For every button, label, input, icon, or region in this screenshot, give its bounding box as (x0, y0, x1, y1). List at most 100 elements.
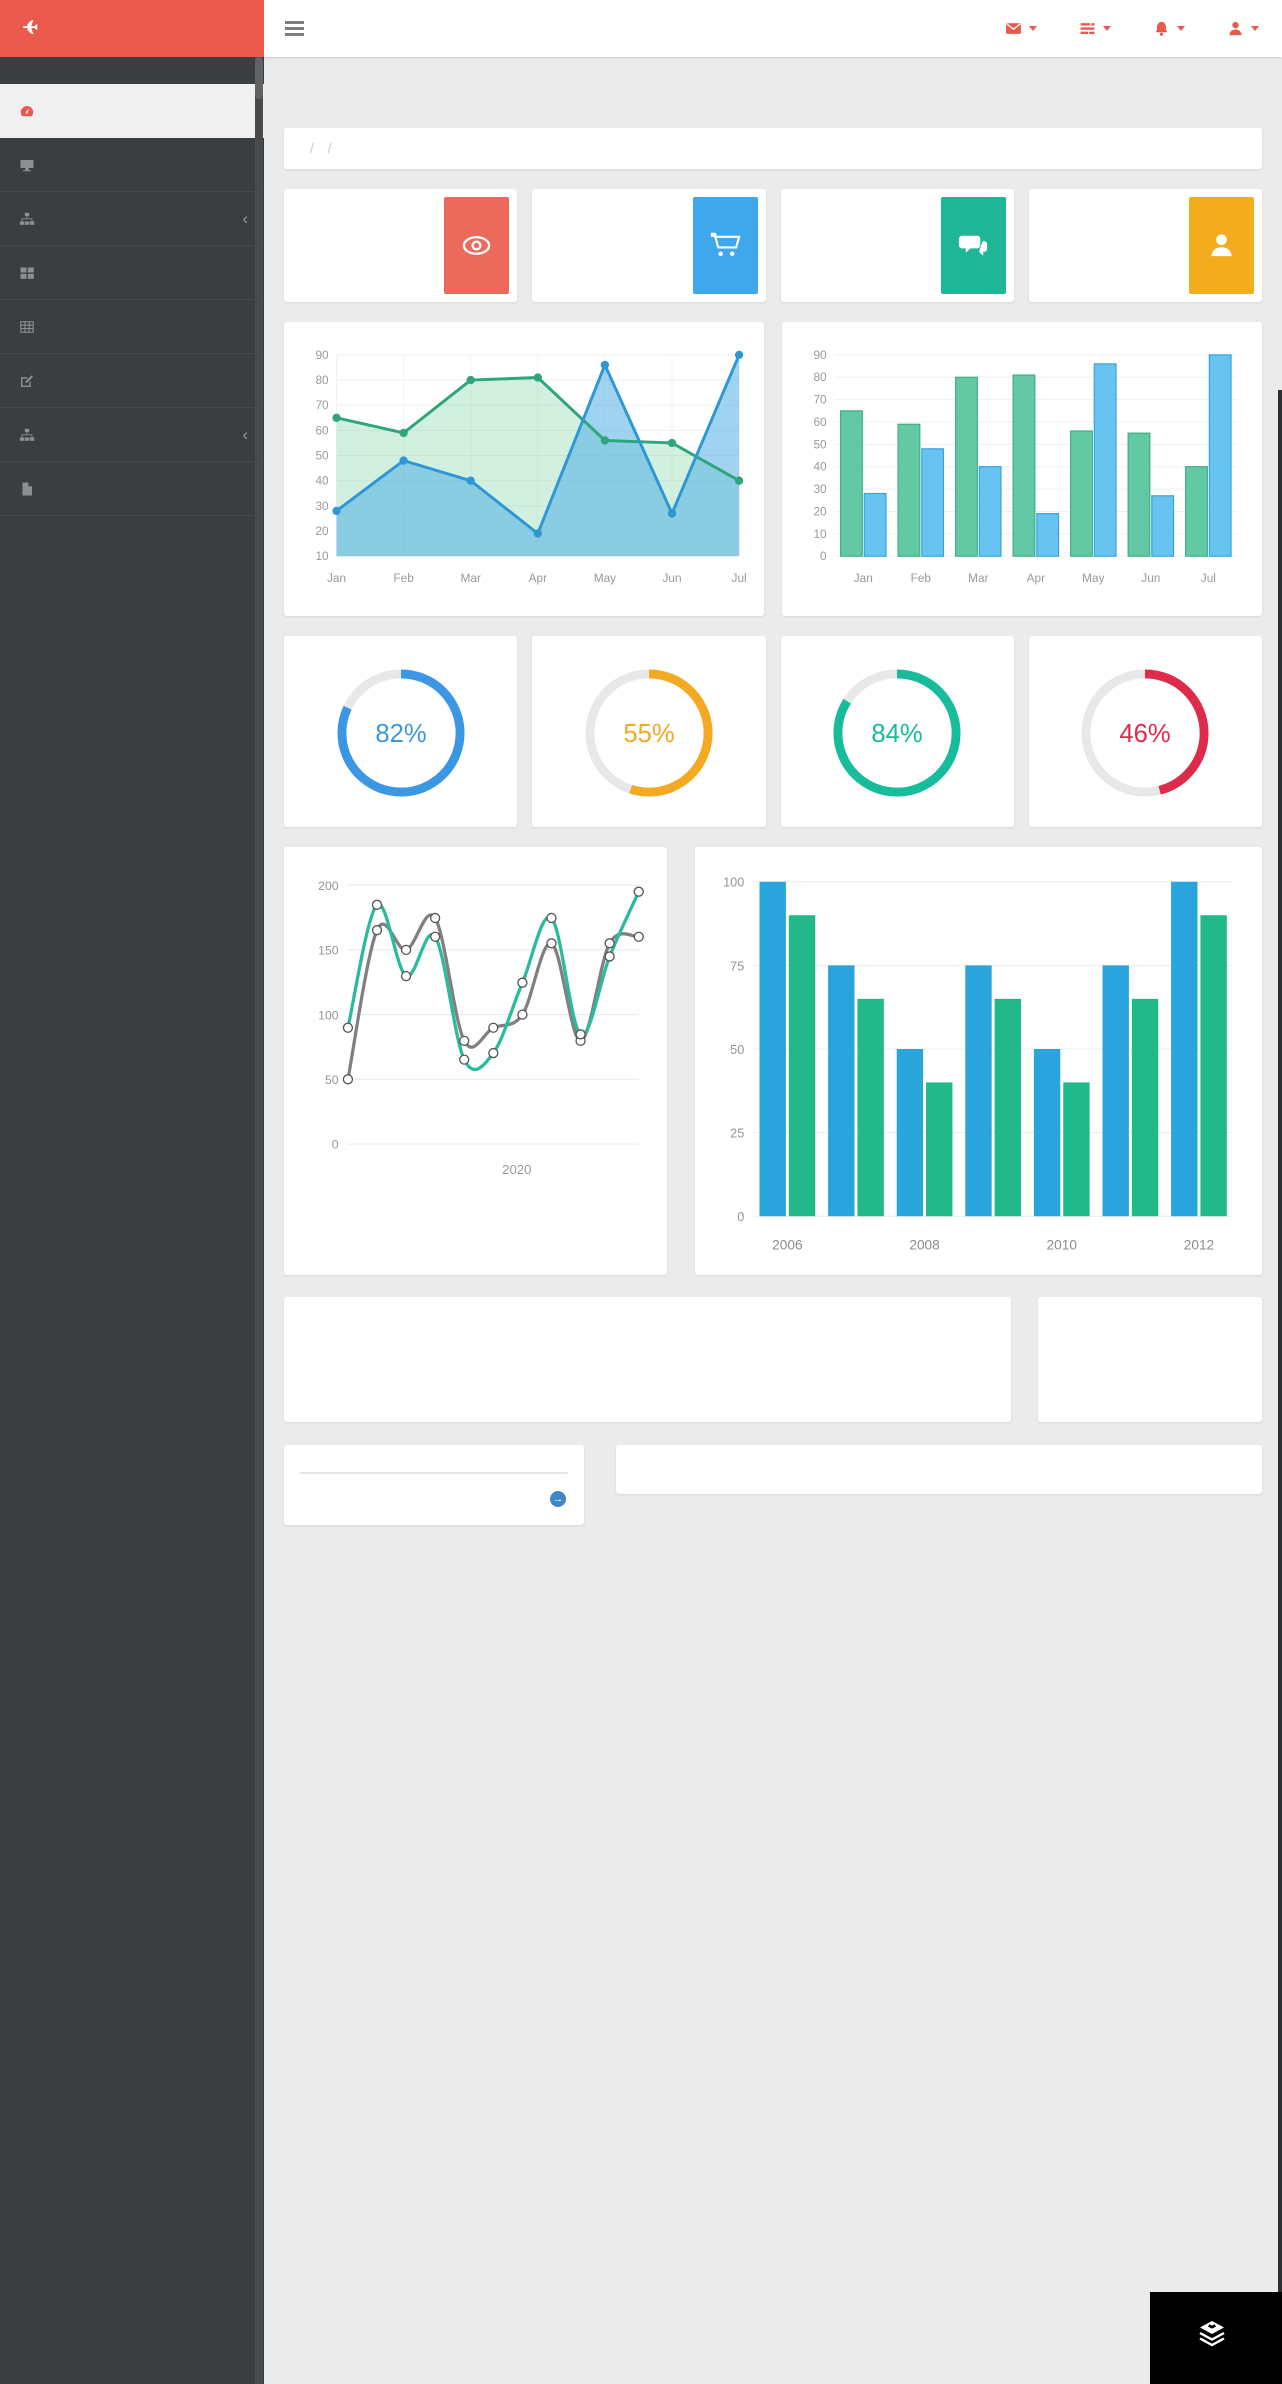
sidebar-scrollbar[interactable] (255, 57, 263, 2384)
watermark-badge[interactable] (1150, 2292, 1282, 2384)
svg-text:82%: 82% (375, 719, 426, 747)
svg-text:70: 70 (315, 398, 329, 412)
svg-text:75: 75 (730, 958, 744, 973)
sidebar-item-charts[interactable]: ‹ (0, 192, 264, 246)
envelope-icon (1005, 20, 1022, 37)
svg-text:46%: 46% (1120, 719, 1171, 747)
svg-text:Jul: Jul (1201, 571, 1216, 585)
svg-text:20: 20 (813, 504, 827, 518)
svg-text:2012: 2012 (1184, 1237, 1214, 1252)
svg-text:100: 100 (723, 874, 744, 889)
svg-text:50: 50 (325, 1073, 339, 1087)
stat-text (799, 242, 941, 249)
line-chart-card: 10 20 30 40 50 60 70 80 90 Jan Feb Mar Apr May Jun Jul (284, 322, 764, 616)
svg-text:2010: 2010 (1047, 1237, 1078, 1252)
top-bar (264, 0, 1282, 57)
svg-text:Jan: Jan (854, 571, 873, 585)
svg-text:Jun: Jun (1141, 571, 1160, 585)
bottom-row: → (284, 1444, 1262, 1525)
page-heading (284, 71, 1262, 109)
svg-text:30: 30 (315, 499, 329, 513)
caret-down-icon (1251, 26, 1259, 31)
tasks-menu[interactable] (1066, 20, 1124, 37)
svg-text:70: 70 (813, 393, 827, 407)
dashboard-icon (19, 103, 35, 119)
svg-text:Apr: Apr (1027, 571, 1045, 585)
footer (284, 1552, 1262, 1572)
sidebar-item-empty-page[interactable] (0, 462, 264, 516)
svg-text:Jul: Jul (732, 571, 747, 585)
sidebar-menu: ‹ ‹ (0, 57, 264, 516)
sitemap-icon (19, 427, 35, 443)
main-content: // 10 20 30 40 50 60 70 80 90 Jan Feb Mar Apr May Jun J… (264, 57, 1282, 1572)
stat-card-sales (532, 189, 766, 302)
progress-card-no-of-visits: 46% (1028, 635, 1262, 827)
sidebar-item-multi-level-dropdown[interactable]: ‹ (0, 408, 264, 462)
svg-text:0: 0 (820, 549, 827, 563)
arrow-circle-right-icon: → (550, 1490, 566, 1507)
stat-card-daily-profits (1028, 189, 1262, 302)
svg-text:2008: 2008 (909, 1237, 940, 1252)
sidebar-item-ui-elements[interactable] (0, 138, 264, 192)
chevron-left-icon: ‹ (242, 209, 248, 228)
progress-card-sales: 55% (532, 635, 766, 827)
tasks-list (300, 1471, 568, 1474)
svg-text:60: 60 (813, 415, 827, 429)
hamburger-menu-icon[interactable] (285, 21, 304, 39)
stats-row (284, 189, 1262, 302)
svg-text:90: 90 (315, 348, 329, 362)
stat-card-daily-visits (284, 189, 518, 302)
stat-card-comments (780, 189, 1014, 302)
donut-chart-card (1038, 1296, 1262, 1422)
tasks-icon (1079, 20, 1096, 37)
svg-text:10: 10 (315, 549, 329, 563)
svg-text:Mar: Mar (461, 571, 481, 585)
svg-text:0: 0 (737, 1209, 744, 1224)
stat-text (302, 242, 444, 249)
svg-text:May: May (1082, 571, 1104, 585)
panels-icon (19, 265, 35, 281)
svg-text:80: 80 (315, 373, 329, 387)
cart-icon (692, 197, 758, 294)
svg-text:Mar: Mar (968, 571, 988, 585)
sidebar-scrollbar-thumb[interactable] (255, 57, 263, 99)
line-chart: 10 20 30 40 50 60 70 80 90 Jan Feb Mar Apr May Jun Jul (301, 347, 747, 604)
svg-text:50: 50 (315, 448, 329, 462)
line-chart-2: 0 50 100 150 200 2020 (301, 872, 650, 1182)
charts-row-1: 10 20 30 40 50 60 70 80 90 Jan Feb Mar Apr May Jun Jul … (284, 322, 1262, 616)
svg-text:100: 100 (318, 1008, 339, 1022)
progress-ring: 55% (542, 668, 755, 803)
svg-text:Feb: Feb (911, 571, 932, 585)
notifications-menu[interactable] (1140, 20, 1198, 37)
progress-card-customers: 84% (780, 635, 1014, 827)
comments-icon (940, 197, 1006, 294)
page-right-edge (1278, 390, 1282, 2384)
sitemap-icon (19, 211, 35, 227)
svg-text:90: 90 (813, 348, 827, 362)
sidebar-item-dashboard[interactable] (0, 84, 264, 138)
caret-down-icon (1177, 26, 1185, 31)
caret-down-icon (1103, 26, 1111, 31)
bell-icon (1153, 20, 1170, 37)
user-menu[interactable] (1214, 20, 1272, 37)
svg-text:50: 50 (813, 437, 827, 451)
sidebar-item-forms[interactable] (0, 354, 264, 408)
table-icon (19, 319, 35, 335)
svg-text:May: May (594, 571, 616, 585)
charts-row-3 (284, 1296, 1262, 1422)
bar-chart-example: 0 25 50 75 100 2006 2008 2010 2012 (712, 872, 1245, 1263)
sidebar-item-responsive-tables[interactable] (0, 300, 264, 354)
svg-text:30: 30 (813, 482, 827, 496)
sidebar: ✈ ‹ ‹ (0, 0, 264, 2384)
plane-icon: ✈ (22, 18, 39, 39)
file-icon (19, 481, 35, 497)
sidebar-item-tabs-panels[interactable] (0, 246, 264, 300)
messages-menu[interactable] (992, 20, 1050, 37)
brand-logo[interactable]: ✈ (0, 0, 264, 57)
svg-text:0: 0 (332, 1137, 339, 1151)
bar-chart-card: 0 10 20 30 40 50 60 70 80 90 Jan Feb Mar Apr May Jun Jul (782, 322, 1262, 616)
more-tasks-link[interactable]: → (300, 1474, 568, 1511)
svg-text:2006: 2006 (772, 1237, 803, 1252)
line-chart-2-card: 0 50 100 150 200 2020 (284, 846, 667, 1275)
